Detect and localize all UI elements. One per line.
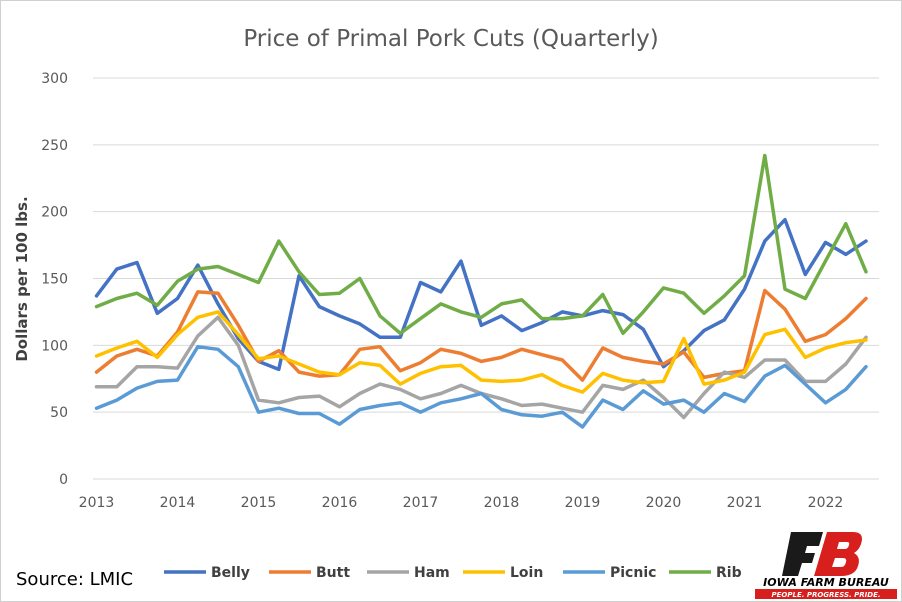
source-note: Source: LMIC: [16, 569, 133, 590]
gridlines: [93, 77, 879, 480]
x-tick-label: 2020: [646, 495, 682, 511]
legend: Belly Butt Ham Loin Picnic Rib: [164, 565, 742, 581]
logo-name: IOWA FARM BUREAU: [763, 576, 889, 589]
y-axis-ticks: 0 50 100 150 200 250 300: [41, 71, 68, 488]
legend-label-loin: Loin: [510, 565, 543, 581]
series-line-picnic: [94, 344, 868, 429]
x-tick-label: 2015: [241, 495, 277, 511]
x-tick-label: 2018: [484, 495, 520, 511]
x-tick-label: 2017: [403, 495, 439, 511]
legend-label-belly: Belly: [211, 565, 250, 581]
y-tick-label: 100: [41, 338, 68, 354]
y-tick-label: 150: [41, 272, 68, 288]
y-tick-label: 300: [41, 71, 68, 87]
x-tick-label: 2019: [565, 495, 601, 511]
y-tick-label: 200: [41, 205, 68, 221]
legend-label-ham: Ham: [414, 565, 450, 581]
fb-logo-mark: [782, 532, 862, 576]
logo-tagline: PEOPLE. PROGRESS. PRIDE.: [771, 591, 880, 599]
y-tick-label: 50: [50, 405, 68, 421]
series-line-butt: [94, 288, 868, 382]
legend-label-rib: Rib: [716, 565, 742, 581]
series-lines: [94, 153, 868, 429]
chart-title: Price of Primal Pork Cuts (Quarterly): [243, 26, 658, 52]
x-tick-label: 2014: [160, 495, 196, 511]
x-tick-label: 2013: [79, 495, 115, 511]
legend-label-picnic: Picnic: [610, 565, 656, 581]
x-tick-label: 2021: [727, 495, 763, 511]
series-line-ham: [94, 315, 868, 420]
y-axis-label: Dollars per 100 lbs.: [13, 196, 31, 361]
iowa-farm-bureau-logo: IOWA FARM BUREAU PEOPLE. PROGRESS. PRIDE.: [755, 532, 897, 599]
logo-tagline-bar: [755, 589, 897, 599]
series-line-rib: [94, 153, 868, 336]
x-tick-label: 2016: [322, 495, 358, 511]
x-axis-ticks: 2013 2014 2015 2016 2017 2018 2019 2020 2021 2022: [79, 495, 844, 511]
y-tick-label: 250: [41, 138, 68, 154]
y-tick-label: 0: [59, 472, 68, 488]
legend-label-butt: Butt: [316, 565, 350, 581]
series-line-loin: [94, 310, 868, 394]
series-line-belly: [94, 217, 868, 372]
x-tick-label: 2022: [808, 495, 844, 511]
